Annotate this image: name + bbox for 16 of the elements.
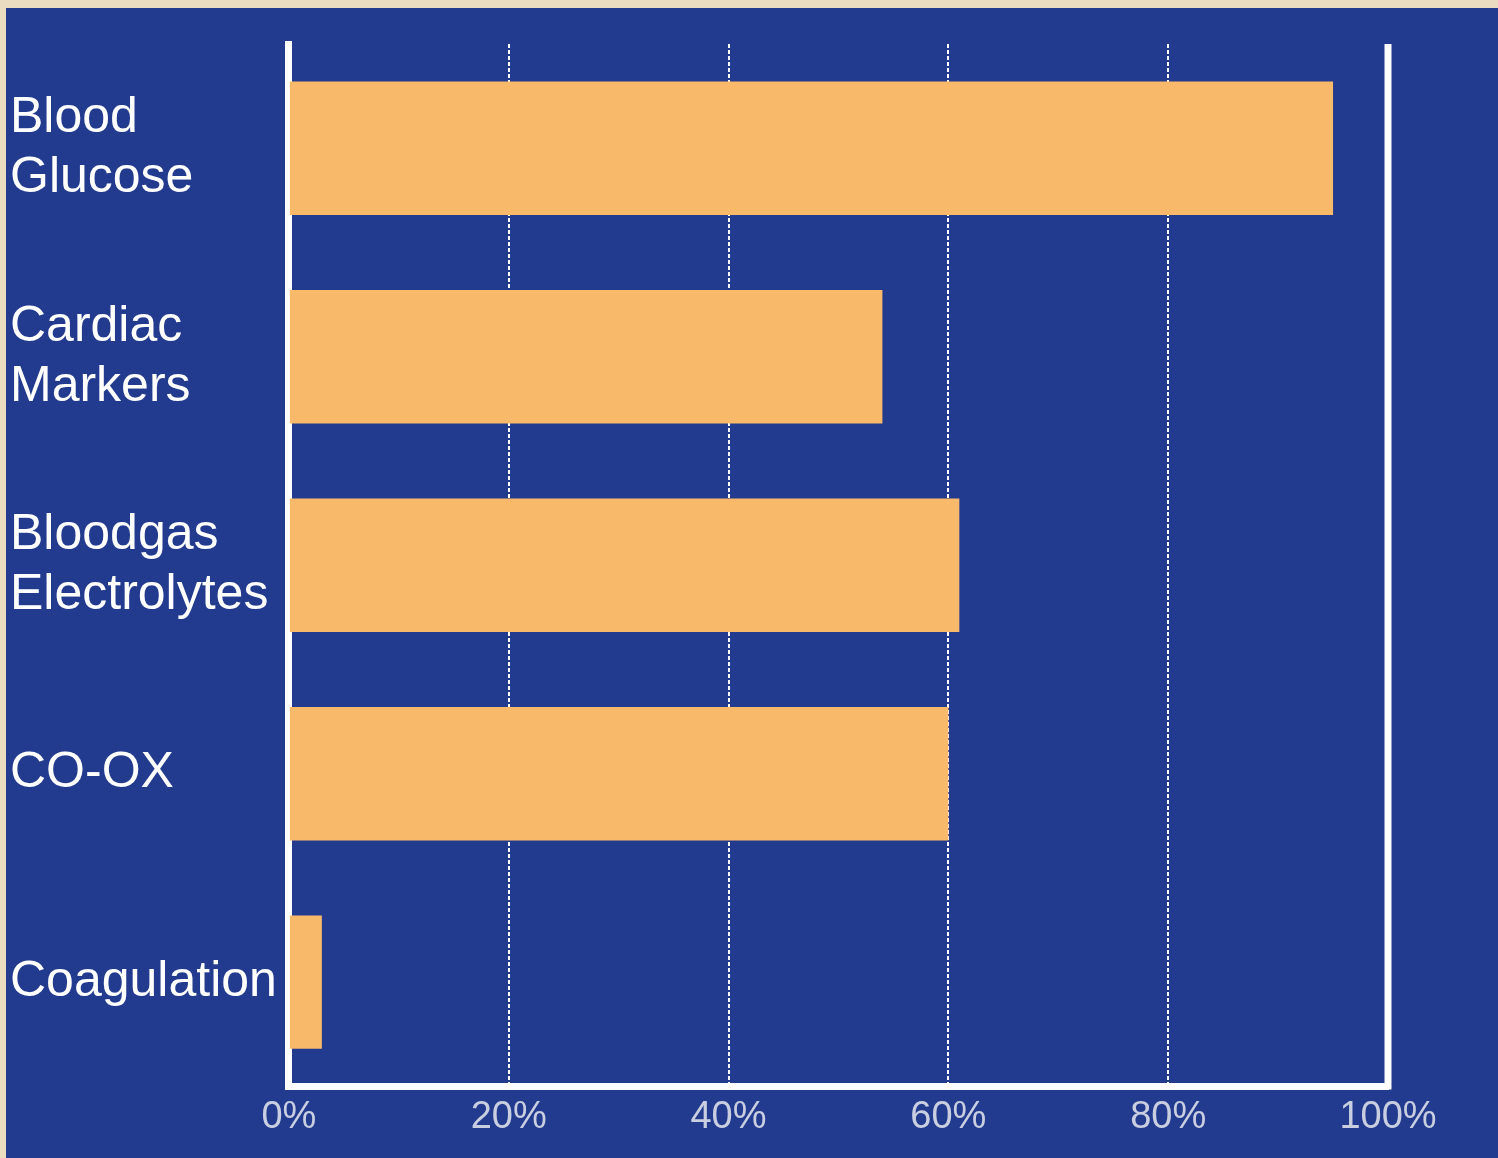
x-tick-label: 100% xyxy=(1339,1093,1437,1136)
x-tick-label: 0% xyxy=(261,1093,317,1136)
x-tick-label: 80% xyxy=(1130,1093,1207,1136)
bar xyxy=(289,706,949,841)
y-tick-label: Cardiac Markers xyxy=(10,295,191,412)
x-tick-label: 40% xyxy=(690,1093,767,1136)
y-tick-label: Blood Glucose xyxy=(10,87,194,204)
y-tick-label: Coagulation xyxy=(10,950,277,1007)
bar xyxy=(289,498,960,632)
bar xyxy=(289,915,322,1049)
bar xyxy=(289,81,1334,215)
x-tick-label: 20% xyxy=(470,1093,547,1136)
x-tick-label: 60% xyxy=(910,1093,987,1136)
bar xyxy=(289,290,883,424)
y-tick-label: Bloodgas Electrolytes xyxy=(10,503,269,620)
y-tick-label: CO-OX xyxy=(10,742,174,799)
